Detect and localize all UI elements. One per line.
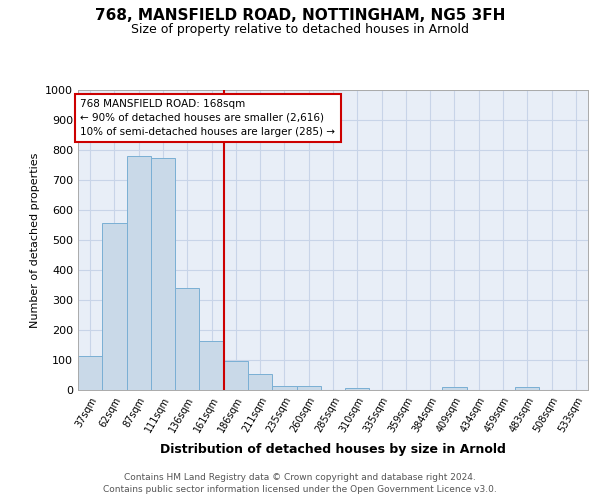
Bar xyxy=(151,158,175,390)
Bar xyxy=(515,388,539,390)
Bar xyxy=(296,386,321,390)
Bar xyxy=(199,341,224,390)
Text: Distribution of detached houses by size in Arnold: Distribution of detached houses by size … xyxy=(160,442,506,456)
Bar xyxy=(175,288,199,390)
Text: 768 MANSFIELD ROAD: 168sqm
← 90% of detached houses are smaller (2,616)
10% of s: 768 MANSFIELD ROAD: 168sqm ← 90% of deta… xyxy=(80,99,335,137)
Bar xyxy=(102,223,127,390)
Text: Size of property relative to detached houses in Arnold: Size of property relative to detached ho… xyxy=(131,22,469,36)
Text: 768, MANSFIELD ROAD, NOTTINGHAM, NG5 3FH: 768, MANSFIELD ROAD, NOTTINGHAM, NG5 3FH xyxy=(95,8,505,22)
Bar xyxy=(127,156,151,390)
Bar xyxy=(78,356,102,390)
Bar xyxy=(248,374,272,390)
Bar xyxy=(224,361,248,390)
Y-axis label: Number of detached properties: Number of detached properties xyxy=(29,152,40,328)
Text: Contains HM Land Registry data © Crown copyright and database right 2024.: Contains HM Land Registry data © Crown c… xyxy=(124,472,476,482)
Text: Contains public sector information licensed under the Open Government Licence v3: Contains public sector information licen… xyxy=(103,485,497,494)
Bar xyxy=(345,388,370,390)
Bar xyxy=(442,388,467,390)
Bar xyxy=(272,386,296,390)
